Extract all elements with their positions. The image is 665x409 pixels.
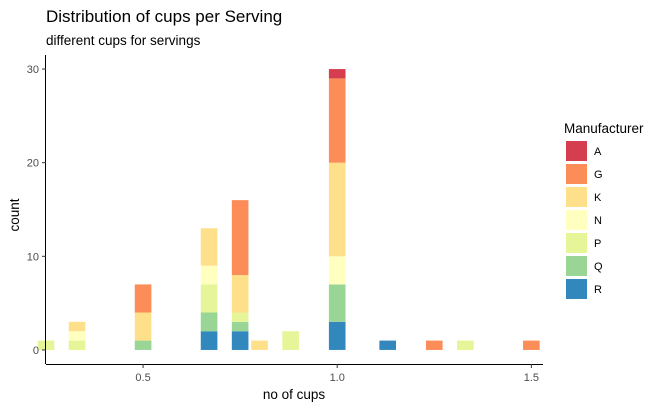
x-axis-title: no of cups	[263, 387, 326, 402]
bar-segment-p-10	[457, 340, 474, 350]
bar-segment-q-4	[231, 321, 249, 332]
legend-swatch-n	[566, 210, 587, 230]
bar-segment-g-11	[523, 340, 540, 350]
y-tick-label: 20	[27, 158, 39, 170]
bar-segment-q-7	[328, 284, 346, 322]
bar-segment-n-7	[328, 256, 346, 285]
legend-swatch-g	[566, 164, 587, 184]
bar-segment-k-4	[231, 275, 249, 313]
bar-segment-n-1	[68, 331, 86, 341]
bar-segment-r-3	[200, 331, 218, 350]
legend-label-a: A	[594, 146, 602, 158]
legend-title: Manufacturer	[564, 121, 644, 136]
chart-subtitle: different cups for servings	[46, 33, 201, 48]
bar-segment-p-4	[231, 312, 249, 322]
legend-swatch-a	[566, 141, 587, 161]
bar-segment-g-9	[425, 340, 443, 350]
legend-label-q: Q	[594, 261, 603, 273]
legend-label-p: P	[594, 238, 601, 250]
bar-segment-k-7	[328, 162, 346, 257]
legend-label-n: N	[594, 215, 602, 227]
bar-segment-p-3	[200, 284, 218, 313]
axes	[45, 55, 543, 365]
bar-segment-k-5	[251, 340, 268, 350]
bar-segment-g-2	[134, 284, 152, 313]
bar-segment-p-6	[282, 331, 299, 350]
bar-segment-k-1	[68, 321, 86, 332]
chart-title: Distribution of cups per Serving	[46, 7, 283, 26]
y-tick-label: 30	[27, 64, 39, 76]
bar-segment-p-1	[68, 340, 86, 350]
bar-layer	[37, 69, 540, 350]
bar-segment-g-7	[328, 78, 346, 163]
bar-segment-r-8	[379, 340, 396, 350]
bar-segment-q-3	[200, 312, 218, 332]
bar-segment-r-4	[231, 331, 249, 350]
legend-label-g: G	[594, 169, 603, 181]
legend-swatch-p	[566, 233, 587, 253]
bar-segment-r-7	[328, 321, 346, 350]
bar-segment-g-4	[231, 200, 249, 276]
x-axis-ticks: 0.5 1.0 1.5	[135, 364, 539, 384]
bar-segment-k-2	[134, 312, 152, 341]
y-axis-title: count	[7, 198, 22, 231]
y-axis-ticks: 0 10 20 30	[27, 64, 46, 357]
x-tick-label: 1.5	[524, 372, 539, 384]
legend-label-k: K	[594, 192, 602, 204]
x-tick-label: 0.5	[135, 372, 150, 384]
y-tick-label: 10	[27, 251, 39, 263]
x-tick-label: 1.0	[330, 372, 345, 384]
bar-segment-n-3	[200, 265, 218, 285]
legend-swatch-k	[566, 187, 587, 207]
legend-swatch-q	[566, 256, 587, 276]
legend-swatch-r	[566, 279, 587, 299]
bar-segment-q-2	[134, 340, 152, 350]
bar-segment-a-7	[328, 69, 346, 79]
bar-segment-k-3	[200, 228, 218, 266]
legend-label-r: R	[594, 284, 602, 296]
y-tick-label: 0	[33, 345, 39, 357]
